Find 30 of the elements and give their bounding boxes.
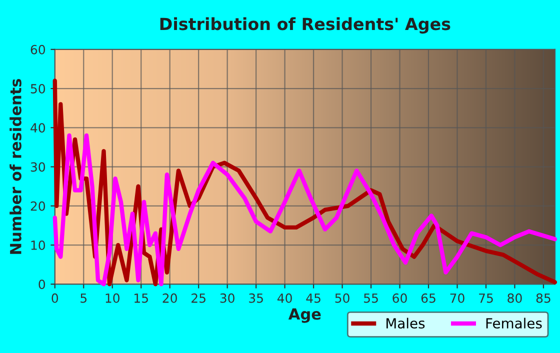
x-tick-label: 80 bbox=[508, 293, 522, 303]
x-tick-label: 75 bbox=[479, 294, 493, 303]
legend-label: Females bbox=[486, 318, 542, 329]
x-tick-label: 30 bbox=[220, 293, 234, 303]
chart-title: Distribution of Residents' Ages bbox=[160, 17, 450, 34]
y-tick-label: 60 bbox=[30, 44, 46, 54]
y-tick-label: 0 bbox=[38, 280, 46, 290]
y-tick-label: 10 bbox=[31, 240, 46, 250]
legend-label: Males bbox=[386, 318, 425, 329]
x-tick-label: 45 bbox=[306, 294, 320, 303]
x-tick-label: 65 bbox=[421, 293, 436, 303]
x-tick-label: 70 bbox=[450, 293, 464, 303]
x-tick-label: 5 bbox=[80, 294, 87, 303]
x-tick-label: 50 bbox=[335, 293, 350, 303]
x-tick-label: 40 bbox=[277, 293, 292, 303]
x-tick-label: 55 bbox=[364, 294, 378, 303]
x-tick-label: 0 bbox=[52, 293, 58, 303]
x-tick-label: 25 bbox=[192, 293, 206, 303]
y-tick-label: 40 bbox=[30, 123, 46, 133]
x-tick-label: 15 bbox=[134, 294, 148, 303]
x-axis-title: Age bbox=[288, 308, 321, 323]
x-tick-label: 60 bbox=[392, 293, 407, 303]
x-tick-label: 10 bbox=[106, 293, 120, 303]
x-tick-label: 85 bbox=[536, 293, 550, 303]
x-tick-label: 35 bbox=[249, 293, 263, 303]
x-tick-label: 20 bbox=[162, 293, 177, 303]
y-tick-label: 50 bbox=[30, 84, 46, 94]
y-axis-title: Number of residents bbox=[10, 79, 22, 254]
y-tick-label: 30 bbox=[30, 162, 46, 172]
y-tick-label: 20 bbox=[30, 201, 46, 211]
